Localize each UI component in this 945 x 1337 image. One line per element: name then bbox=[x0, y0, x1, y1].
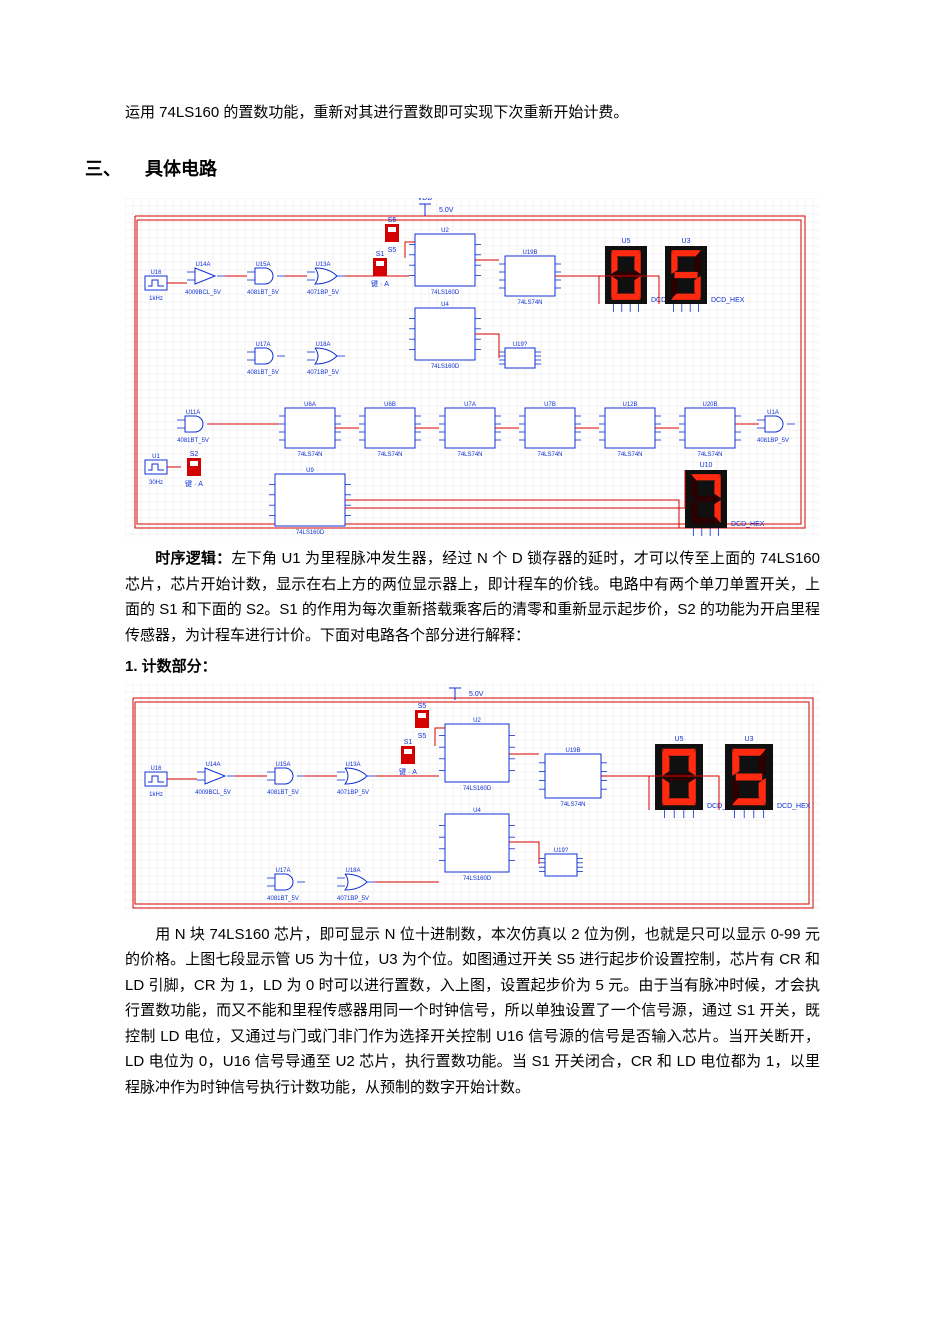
svg-text:74LS160D: 74LS160D bbox=[296, 530, 325, 536]
svg-text:U14A: U14A bbox=[195, 262, 210, 268]
svg-text:S5: S5 bbox=[388, 247, 397, 254]
svg-text:U19B: U19B bbox=[565, 748, 580, 754]
svg-text:U19?: U19? bbox=[554, 848, 569, 854]
svg-text:4081BT_5V: 4081BT_5V bbox=[247, 370, 279, 376]
svg-text:74LS74N: 74LS74N bbox=[517, 300, 542, 306]
svg-text:U7A: U7A bbox=[464, 402, 476, 408]
svg-text:U9: U9 bbox=[306, 468, 314, 474]
svg-text:5.0V: 5.0V bbox=[439, 207, 454, 214]
subhead-counting: 1. 计数部分： bbox=[125, 654, 820, 680]
svg-text:U20B: U20B bbox=[702, 402, 717, 408]
svg-text:U15A: U15A bbox=[255, 262, 270, 268]
section-3-header: 三、 具体电路 bbox=[85, 154, 820, 185]
svg-text:4009BCL_5V: 4009BCL_5V bbox=[185, 290, 221, 296]
counting-text: 用 N 块 74LS160 芯片，即可显示 N 位十进制数，本次仿真以 2 位为… bbox=[125, 926, 820, 1096]
svg-text:U13A: U13A bbox=[315, 262, 330, 268]
svg-text:74LS74N: 74LS74N bbox=[297, 452, 322, 458]
svg-text:74LS74N: 74LS74N bbox=[617, 452, 642, 458]
svg-text:U17A: U17A bbox=[275, 868, 290, 874]
svg-text:S5: S5 bbox=[388, 217, 397, 224]
svg-text:74LS74N: 74LS74N bbox=[457, 452, 482, 458]
svg-text:4009BCL_5V: 4009BCL_5V bbox=[195, 790, 231, 796]
svg-text:1kHz: 1kHz bbox=[149, 296, 163, 302]
svg-text:S5: S5 bbox=[418, 703, 427, 710]
svg-text:S5: S5 bbox=[418, 733, 427, 740]
svg-text:U3: U3 bbox=[682, 238, 691, 245]
svg-text:U4: U4 bbox=[473, 808, 481, 814]
svg-text:74LS74N: 74LS74N bbox=[537, 452, 562, 458]
svg-text:U12B: U12B bbox=[622, 402, 637, 408]
circuit-diagram-full: VDD 5.0V U16 1kHz U1 30Hz U14A 4009BCL_5V U15A 40… bbox=[125, 198, 820, 538]
svg-text:4071BP_5V: 4071BP_5V bbox=[307, 290, 339, 296]
svg-text:U14A: U14A bbox=[205, 762, 220, 768]
svg-text:键 · A: 键 · A bbox=[399, 767, 417, 776]
svg-text:U2: U2 bbox=[441, 228, 449, 234]
svg-text:DCD_HEX: DCD_HEX bbox=[731, 521, 765, 528]
svg-text:4081BT_5V: 4081BT_5V bbox=[177, 438, 209, 444]
svg-text:U3: U3 bbox=[745, 736, 754, 743]
svg-text:74LS74N: 74LS74N bbox=[377, 452, 402, 458]
svg-text:74LS74N: 74LS74N bbox=[560, 802, 585, 808]
svg-text:U16: U16 bbox=[150, 766, 162, 772]
svg-text:74LS74N: 74LS74N bbox=[697, 452, 722, 458]
counting-paragraph: 用 N 块 74LS160 芯片，即可显示 N 位十进制数，本次仿真以 2 位为… bbox=[125, 922, 820, 1101]
svg-text:30Hz: 30Hz bbox=[149, 480, 163, 486]
svg-text:74LS160D: 74LS160D bbox=[463, 876, 492, 882]
svg-text:4081BT_5V: 4081BT_5V bbox=[247, 290, 279, 296]
svg-text:U6B: U6B bbox=[384, 402, 396, 408]
svg-text:U1: U1 bbox=[152, 454, 160, 460]
svg-text:4071BP_5V: 4071BP_5V bbox=[337, 896, 369, 902]
svg-text:U16: U16 bbox=[150, 270, 162, 276]
svg-text:S1: S1 bbox=[376, 251, 385, 258]
svg-text:S2: S2 bbox=[190, 451, 199, 458]
timing-label: 时序逻辑： bbox=[155, 550, 231, 567]
svg-text:74LS160D: 74LS160D bbox=[463, 786, 492, 792]
svg-text:4081BT_5V: 4081BT_5V bbox=[267, 790, 299, 796]
svg-text:S1: S1 bbox=[404, 739, 413, 746]
svg-text:U1A: U1A bbox=[767, 410, 779, 416]
svg-text:U4: U4 bbox=[441, 302, 449, 308]
svg-text:U18A: U18A bbox=[345, 868, 360, 874]
section-title: 具体电路 bbox=[145, 154, 217, 185]
svg-text:U18A: U18A bbox=[315, 342, 330, 348]
svg-text:5.0V: 5.0V bbox=[469, 691, 484, 698]
svg-text:4081BT_5V: 4081BT_5V bbox=[267, 896, 299, 902]
svg-text:U11A: U11A bbox=[186, 410, 201, 416]
svg-text:DCD_HEX: DCD_HEX bbox=[711, 297, 745, 304]
timing-paragraph: 时序逻辑：左下角 U1 为里程脉冲发生器，经过 N 个 D 锁存器的延时，才可以… bbox=[125, 546, 820, 648]
svg-text:U15A: U15A bbox=[275, 762, 290, 768]
circuit-diagram-counting: VDD 5.0V U16 1kHz U14A 4009BCL_5V U15A 4081BT_5… bbox=[125, 684, 820, 914]
svg-text:DCD_HEX: DCD_HEX bbox=[777, 803, 811, 810]
svg-text:U5: U5 bbox=[622, 238, 631, 245]
svg-text:VDD: VDD bbox=[418, 198, 433, 202]
svg-text:U10: U10 bbox=[700, 462, 713, 469]
svg-text:键 · A: 键 · A bbox=[185, 479, 203, 488]
svg-text:74LS160D: 74LS160D bbox=[431, 290, 460, 296]
svg-text:U19?: U19? bbox=[513, 342, 528, 348]
svg-text:U6A: U6A bbox=[304, 402, 316, 408]
section-number: 三、 bbox=[85, 154, 145, 185]
svg-text:4081BP_5V: 4081BP_5V bbox=[757, 438, 789, 444]
svg-text:74LS160D: 74LS160D bbox=[431, 364, 460, 370]
svg-text:U13A: U13A bbox=[345, 762, 360, 768]
intro-line: 运用 74LS160 的置数功能，重新对其进行置数即可实现下次重新开始计费。 bbox=[125, 100, 820, 126]
svg-text:1kHz: 1kHz bbox=[149, 792, 163, 798]
svg-text:U5: U5 bbox=[675, 736, 684, 743]
svg-text:U17A: U17A bbox=[255, 342, 270, 348]
svg-text:U2: U2 bbox=[473, 718, 481, 724]
svg-text:键 · A: 键 · A bbox=[371, 279, 389, 288]
svg-text:4071BP_5V: 4071BP_5V bbox=[337, 790, 369, 796]
svg-text:4071BP_5V: 4071BP_5V bbox=[307, 370, 339, 376]
svg-text:VDD: VDD bbox=[448, 684, 463, 686]
document-page: 运用 74LS160 的置数功能，重新对其进行置数即可实现下次重新开始计费。 三… bbox=[0, 0, 945, 1337]
svg-text:U7B: U7B bbox=[544, 402, 556, 408]
svg-text:U19B: U19B bbox=[522, 250, 537, 256]
